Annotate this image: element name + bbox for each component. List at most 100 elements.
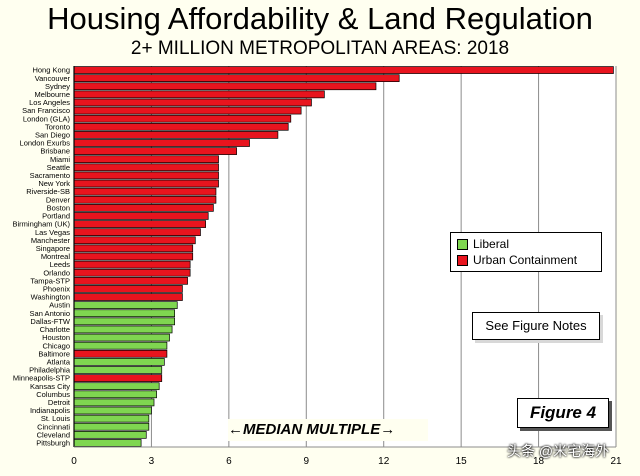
bar [73, 382, 160, 391]
category-label: Cincinnati [37, 422, 70, 431]
bar [73, 431, 147, 439]
bar [73, 398, 155, 407]
bar [73, 171, 219, 180]
category-label: Singapore [36, 244, 70, 253]
category-label: Toronto [45, 122, 70, 131]
x-tick-label: 9 [304, 456, 310, 467]
x-tick-label: 18 [533, 456, 545, 467]
category-label: Melbourne [35, 90, 70, 99]
bar [73, 131, 279, 139]
x-tick-label: 6 [226, 456, 232, 467]
figure-notes-button[interactable]: See Figure Notes [472, 312, 600, 340]
category-label: Austin [49, 301, 70, 310]
bar [73, 244, 194, 253]
legend-swatch-liberal [457, 238, 468, 250]
bar [73, 195, 217, 204]
figure-label: Figure 4 [517, 398, 609, 428]
category-label: Orlando [43, 268, 70, 277]
bar [73, 301, 178, 309]
x-tick-label: 0 [71, 456, 77, 467]
category-label: Dallas-FTW [30, 317, 71, 326]
bar [73, 163, 219, 172]
category-label: San Francisco [22, 106, 70, 115]
category-label: San Antonio [30, 309, 70, 318]
bar [73, 325, 173, 334]
category-label: Cleveland [37, 430, 70, 439]
category-label: London (GLA) [23, 114, 71, 123]
bar [73, 374, 163, 382]
category-label: Houston [42, 333, 70, 342]
category-label: Kansas City [30, 382, 70, 391]
bar [73, 317, 176, 326]
category-label: St. Louis [41, 414, 70, 423]
bar [73, 366, 163, 374]
bar [73, 309, 176, 318]
category-label: Columbus [36, 390, 70, 399]
bar [73, 220, 206, 228]
category-label: San Diego [35, 131, 70, 140]
x-axis-label: ←MEDIAN MULTIPLE→ [228, 419, 428, 441]
category-label: Sacramento [30, 171, 70, 180]
category-label: Portland [42, 212, 70, 221]
bar [73, 260, 191, 269]
bar [73, 439, 142, 447]
bar [73, 82, 377, 91]
category-label: Charlotte [40, 325, 70, 334]
category-label: Pittsburgh [36, 439, 70, 448]
bar [73, 236, 196, 245]
bar [73, 90, 325, 99]
x-tick-label: 21 [610, 456, 622, 467]
legend-label-urban-containment: Urban Containment [473, 253, 578, 267]
category-label: Minneapolis-STP [13, 374, 70, 383]
bar [73, 212, 209, 220]
category-label: Seattle [47, 163, 70, 172]
bar [73, 293, 183, 301]
bar [73, 139, 250, 147]
category-label: Indianapolis [30, 406, 70, 415]
bar [73, 187, 217, 196]
x-tick-label: 3 [149, 456, 155, 467]
legend-label-liberal: Liberal [473, 237, 510, 251]
bar [73, 155, 219, 164]
category-label: Los Angeles [29, 98, 70, 107]
bar [73, 406, 152, 415]
category-label: Phoenix [43, 285, 70, 294]
bar [73, 106, 302, 115]
category-label: Chicago [42, 341, 70, 350]
category-label: London Exurbs [20, 139, 71, 148]
bar [73, 341, 168, 350]
bar [73, 98, 312, 107]
category-label: Miami [50, 155, 70, 164]
category-label: Detroit [48, 398, 71, 407]
chart-title: Housing Affordability & Land Regulation [47, 1, 593, 36]
category-label: Leeds [50, 260, 71, 269]
category-label: Sydney [45, 82, 70, 91]
bar [73, 414, 150, 423]
category-label: Boston [47, 203, 70, 212]
legend: Liberal Urban Containment [450, 232, 602, 272]
bar [73, 228, 201, 237]
legend-item-liberal: Liberal [457, 236, 595, 252]
bar [73, 204, 214, 212]
category-label: Birmingham (UK) [12, 220, 70, 229]
category-label: Manchester [31, 236, 71, 245]
category-label: New York [38, 179, 70, 188]
category-label: Washington [31, 293, 70, 302]
legend-item-urban-containment: Urban Containment [457, 252, 595, 268]
category-label: Vancouver [35, 74, 71, 83]
category-label: Tampa-STP [30, 276, 70, 285]
bar [73, 358, 165, 366]
category-label: Hong Kong [32, 66, 70, 75]
bar [73, 390, 157, 399]
x-tick-label: 12 [378, 456, 390, 467]
bar [73, 179, 219, 188]
category-label: Atlanta [47, 357, 71, 366]
x-tick-label: 15 [456, 456, 468, 467]
category-label: Riverside-SB [26, 187, 70, 196]
bar [73, 122, 289, 131]
bar [73, 74, 400, 82]
bar [73, 333, 170, 342]
bar [73, 147, 237, 155]
bar [73, 268, 191, 277]
